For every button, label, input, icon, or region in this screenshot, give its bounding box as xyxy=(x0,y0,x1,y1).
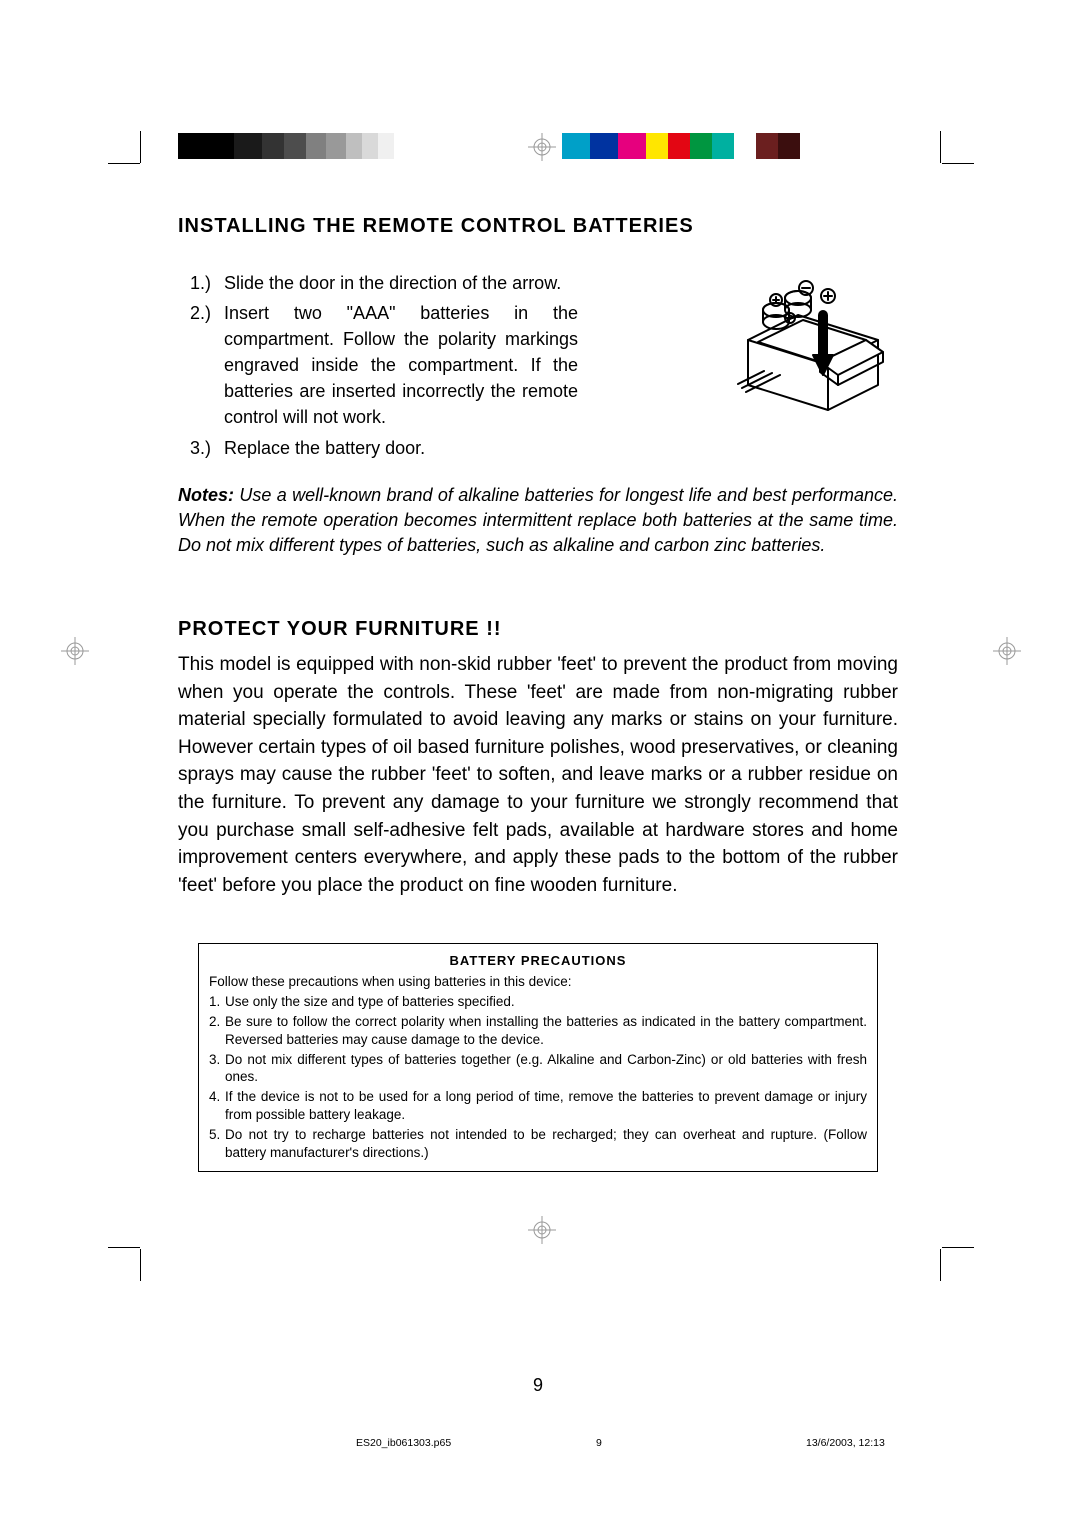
color-swatch xyxy=(618,133,646,159)
color-swatch xyxy=(362,133,378,159)
color-swatch xyxy=(306,133,326,159)
list-number: 3.) xyxy=(190,435,224,461)
list-item: 4.If the device is not to be used for a … xyxy=(209,1088,867,1124)
color-swatch xyxy=(178,133,206,159)
crop-mark xyxy=(140,131,141,163)
crop-mark xyxy=(140,1249,141,1281)
color-swatch xyxy=(262,133,284,159)
list-text: Insert two "AAA" batteries in the compar… xyxy=(224,300,578,430)
crop-mark xyxy=(940,131,941,163)
list-text: Replace the battery door. xyxy=(224,435,425,461)
grayscale-color-bar xyxy=(178,133,394,159)
color-swatch xyxy=(562,133,590,159)
registration-mark-icon xyxy=(61,637,89,665)
section-heading: PROTECT YOUR FURNITURE !! xyxy=(178,618,898,641)
list-number: 5. xyxy=(209,1126,225,1162)
page-number: 9 xyxy=(178,1375,898,1396)
list-text: If the device is not to be used for a lo… xyxy=(225,1088,867,1124)
color-swatch xyxy=(590,133,618,159)
list-text: Do not mix different types of batteries … xyxy=(225,1051,867,1087)
color-swatch xyxy=(646,133,668,159)
color-swatch xyxy=(712,133,734,159)
color-swatch xyxy=(756,133,778,159)
precautions-intro: Follow these precautions when using batt… xyxy=(209,973,867,991)
crop-mark xyxy=(942,1247,974,1248)
precautions-title: BATTERY PRECAUTIONS xyxy=(209,952,867,969)
color-swatch xyxy=(734,133,756,159)
list-item: 1.)Slide the door in the direction of th… xyxy=(178,270,578,296)
color-swatch xyxy=(690,133,712,159)
precautions-box: BATTERY PRECAUTIONS Follow these precaut… xyxy=(198,943,878,1172)
registration-mark-icon xyxy=(528,1216,556,1244)
list-number: 1.) xyxy=(190,270,224,296)
list-number: 3. xyxy=(209,1051,225,1087)
registration-mark-icon xyxy=(993,637,1021,665)
notes-label: Notes: xyxy=(178,485,234,505)
crop-mark xyxy=(108,163,140,164)
list-item: 3.Do not mix different types of batterie… xyxy=(209,1051,867,1087)
list-text: Do not try to recharge batteries not int… xyxy=(225,1126,867,1162)
list-number: 4. xyxy=(209,1088,225,1124)
color-swatch xyxy=(778,133,800,159)
list-item: 2.Be sure to follow the correct polarity… xyxy=(209,1013,867,1049)
notes-paragraph: Notes: Use a well-known brand of alkalin… xyxy=(178,483,898,559)
color-swatch xyxy=(206,133,234,159)
list-number: 1. xyxy=(209,993,225,1011)
notes-text: Use a well-known brand of alkaline batte… xyxy=(178,485,898,555)
furniture-paragraph: This model is equipped with non-skid rub… xyxy=(178,651,898,899)
list-item: 3.)Replace the battery door. xyxy=(178,435,578,461)
crop-mark xyxy=(108,1247,140,1248)
list-item: 1.Use only the size and type of batterie… xyxy=(209,993,867,1011)
list-text: Use only the size and type of batteries … xyxy=(225,993,867,1011)
install-steps-list: 1.)Slide the door in the direction of th… xyxy=(178,270,578,461)
registration-mark-icon xyxy=(528,133,556,161)
list-number: 2.) xyxy=(190,300,224,430)
color-swatch xyxy=(378,133,394,159)
battery-compartment-diagram xyxy=(728,260,888,420)
footer-filename: ES20_ib061303.p65 xyxy=(356,1437,451,1449)
list-text: Slide the door in the direction of the a… xyxy=(224,270,561,296)
crop-mark xyxy=(940,1249,941,1281)
crop-mark xyxy=(942,163,974,164)
list-item: 2.)Insert two "AAA" batteries in the com… xyxy=(178,300,578,430)
color-swatch xyxy=(234,133,262,159)
list-text: Be sure to follow the correct polarity w… xyxy=(225,1013,867,1049)
list-item: 5.Do not try to recharge batteries not i… xyxy=(209,1126,867,1162)
color-swatch xyxy=(668,133,690,159)
color-swatch xyxy=(346,133,362,159)
footer-datetime: 13/6/2003, 12:13 xyxy=(806,1437,885,1449)
color-swatch xyxy=(326,133,346,159)
footer-sheet: 9 xyxy=(596,1437,602,1449)
color-swatch xyxy=(284,133,306,159)
list-number: 2. xyxy=(209,1013,225,1049)
section-heading: INSTALLING THE REMOTE CONTROL BATTERIES xyxy=(178,215,898,238)
cmyk-color-bar xyxy=(562,133,800,159)
